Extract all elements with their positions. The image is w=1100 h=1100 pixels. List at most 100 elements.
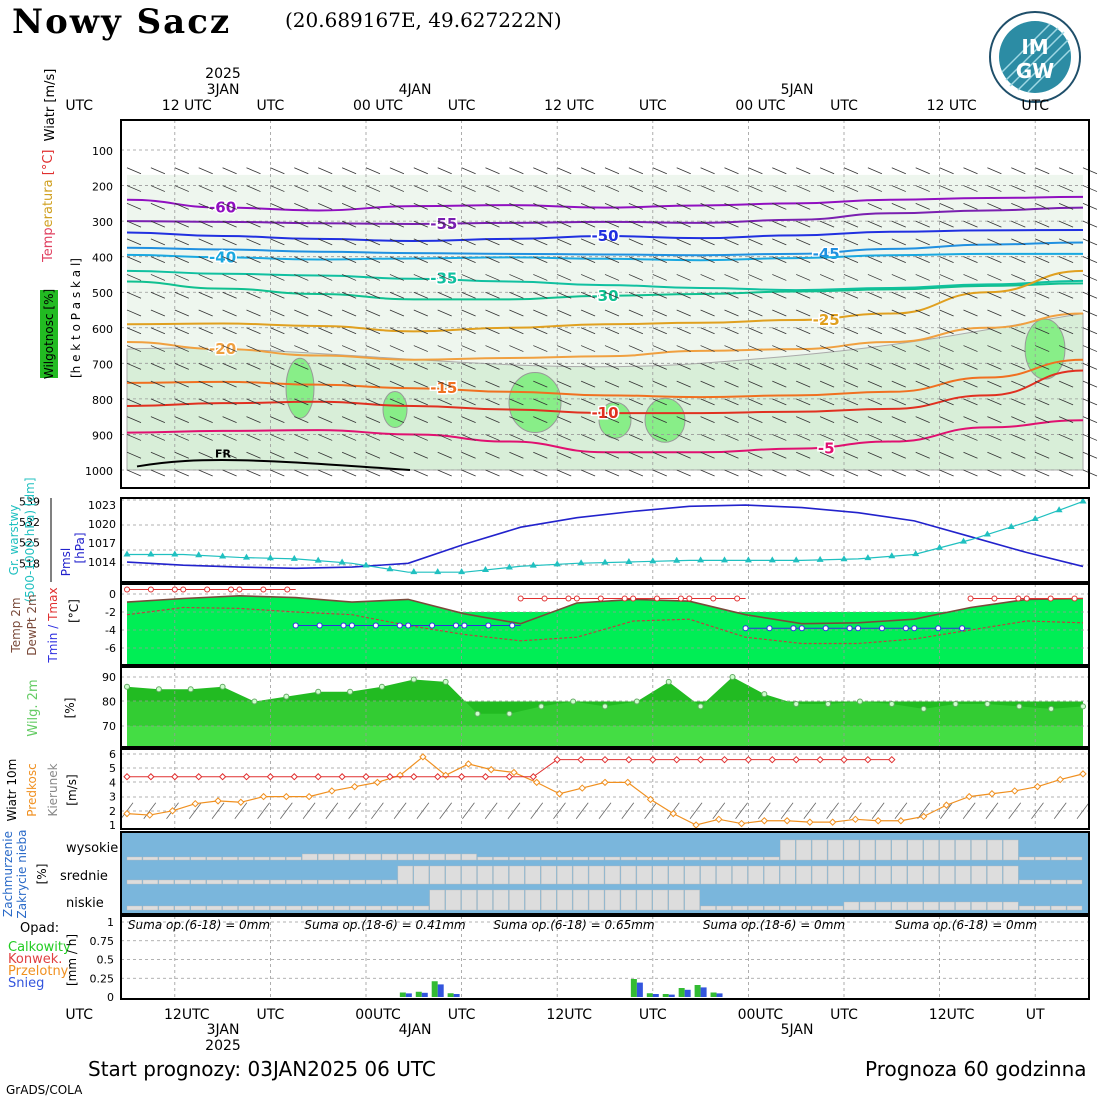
- wind-barb: [509, 185, 524, 192]
- wind-barb: [700, 220, 715, 228]
- wind-barb: [652, 167, 667, 175]
- wind-barb: [246, 309, 261, 317]
- wind-barb: [341, 362, 357, 370]
- wind-speed-marker: [851, 815, 860, 824]
- cloud-bar-mid: [349, 879, 366, 885]
- wind-barb: [796, 309, 811, 317]
- cloud-bar-high: [174, 856, 190, 861]
- wind-speed-marker: [487, 765, 495, 774]
- wind-barb: [772, 167, 787, 175]
- wind-barb: [557, 434, 572, 441]
- wind-barb: [318, 220, 333, 228]
- wind-dir-barb: [962, 802, 976, 820]
- wind-barb: [748, 469, 763, 477]
- wind-barb: [963, 274, 978, 281]
- wind-barb: [700, 309, 715, 317]
- cloud-bar-high: [318, 853, 334, 861]
- wind-barb: [987, 398, 1002, 406]
- cloud-bar-mid: [174, 879, 190, 885]
- wind-barb: [294, 220, 309, 228]
- precip-title: Opad:: [20, 921, 59, 936]
- cloud-bar-low: [525, 889, 541, 911]
- wind-dir-barb: [553, 802, 566, 820]
- wind-barb: [509, 434, 524, 441]
- wind-barb: [1058, 202, 1074, 210]
- thickness-marker: [912, 550, 920, 557]
- wind-barb: [915, 345, 930, 352]
- wind-barb: [413, 398, 428, 406]
- cloud-bar-mid: [684, 865, 700, 885]
- cloud-unit-label: [%]: [35, 864, 49, 885]
- wind-barb: [939, 469, 954, 477]
- cloud-bar-high: [158, 856, 175, 861]
- wind-barb: [485, 185, 500, 192]
- wind-barb: [676, 362, 691, 370]
- wind-barb: [485, 434, 500, 441]
- wind-dir-barb: [462, 802, 475, 820]
- cloud-bar-mid: [429, 865, 445, 885]
- wind-barb: [150, 398, 166, 406]
- wind-barb: [676, 256, 691, 264]
- thickness-marker: [1055, 506, 1063, 513]
- cloud-bar-low: [859, 901, 876, 911]
- wind-speed-marker: [123, 809, 131, 818]
- wind-barb: [891, 469, 906, 477]
- wind-barb: [509, 416, 524, 424]
- wind-barb: [891, 238, 906, 246]
- wind-barb: [772, 345, 787, 352]
- wind-barb: [461, 469, 476, 477]
- wind-barb: [341, 202, 357, 210]
- wind-barb: [1035, 274, 1050, 281]
- wind-barb: [652, 398, 667, 406]
- wind-dir-marker: [625, 755, 633, 764]
- wind-barb: [246, 202, 261, 210]
- wind-dir-barb: [280, 802, 293, 820]
- wind-frame: [120, 748, 1090, 830]
- wind-barb: [126, 398, 142, 406]
- wind-barb: [724, 380, 739, 388]
- wind-barb: [1058, 434, 1074, 441]
- cloud-bar-low: [780, 905, 796, 911]
- dewpt2m-line: [126, 606, 1084, 645]
- wind-speed-marker: [1011, 787, 1019, 795]
- wind-barb: [676, 238, 691, 246]
- wind-barb: [987, 451, 1002, 459]
- wind-barb: [580, 167, 596, 175]
- wind-barb: [915, 274, 930, 281]
- wind-barb: [485, 238, 500, 246]
- wind-barb: [461, 185, 476, 192]
- thickness-marker: [314, 556, 322, 563]
- temp-fill-area: [127, 595, 1083, 665]
- wind-barb: [843, 416, 859, 424]
- wind-barb: [341, 451, 357, 459]
- wind-barb: [1011, 451, 1026, 459]
- wind-barb: [365, 362, 381, 370]
- wind-barb: [939, 185, 954, 192]
- wind-barb: [533, 434, 548, 441]
- cloud-bar-high: [525, 856, 541, 861]
- wind-barb: [796, 398, 811, 406]
- cloud-bar-mid: [477, 865, 493, 885]
- wind-barb: [604, 202, 620, 210]
- cloud-bar-high: [955, 839, 971, 861]
- wind-dir-barb: [621, 802, 635, 820]
- wind-dir-barb: [940, 802, 953, 820]
- wind-barb: [963, 434, 978, 441]
- wind-barb: [270, 434, 285, 441]
- wind-barb: [389, 238, 405, 246]
- cloud-bar-mid: [668, 865, 684, 885]
- cloud-bar-low: [126, 905, 143, 911]
- cloud-bar-mid: [318, 879, 334, 885]
- wind-barb: [389, 220, 405, 228]
- wind-speed-marker: [259, 792, 268, 801]
- wind-barb: [270, 167, 285, 175]
- wind-barb: [963, 238, 978, 246]
- wind-barb: [915, 238, 930, 246]
- wind-barb: [652, 309, 667, 317]
- cloud-bar-mid: [811, 865, 828, 885]
- precip-bar-total: [662, 994, 669, 997]
- thickness-marker: [888, 552, 896, 559]
- wind-barb: [915, 416, 930, 424]
- wind-barb: [222, 274, 237, 281]
- cloud-bar-low: [987, 901, 1003, 911]
